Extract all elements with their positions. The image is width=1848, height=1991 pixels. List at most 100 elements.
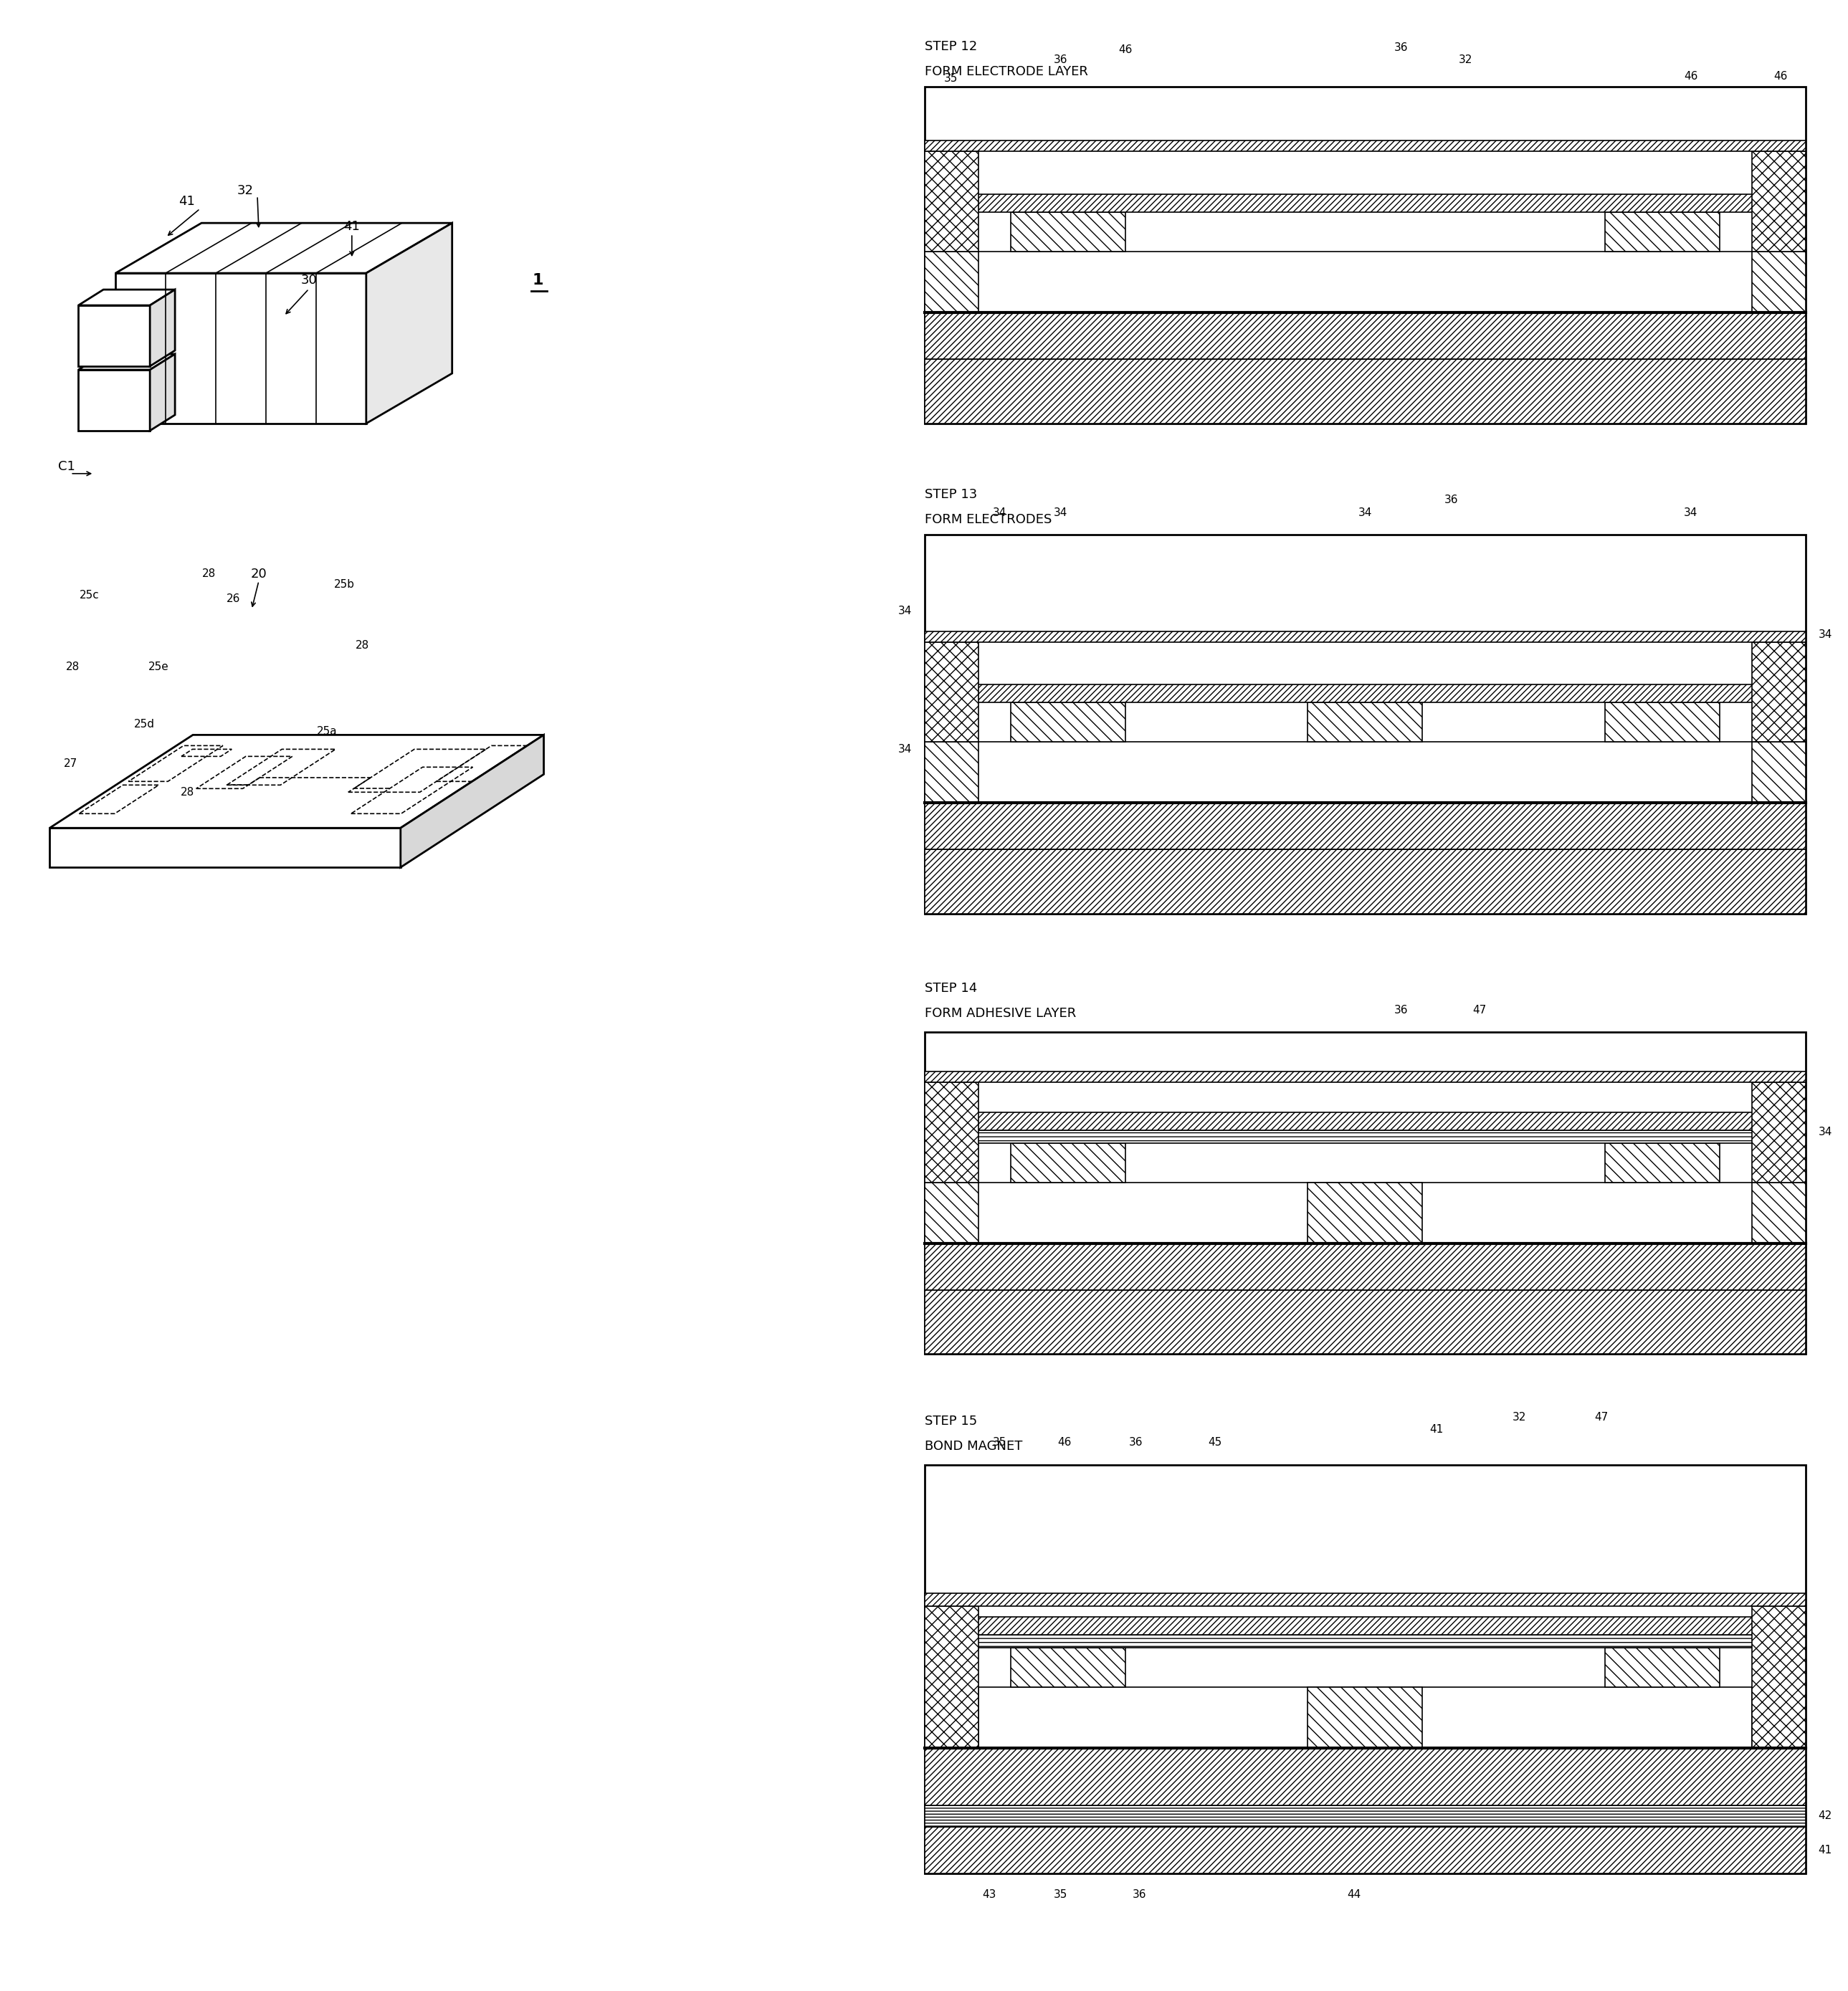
Bar	[924, 1686, 978, 1748]
Bar	[924, 1607, 978, 1748]
Text: 25b: 25b	[334, 579, 355, 589]
Text: 25a: 25a	[316, 727, 336, 737]
Bar	[924, 1748, 1805, 1806]
Bar	[50, 828, 401, 868]
Text: 44: 44	[1347, 1889, 1362, 1899]
Bar	[1604, 703, 1719, 743]
Bar	[924, 1806, 1805, 1826]
Bar	[924, 195, 1805, 213]
Text: 36: 36	[1133, 1889, 1146, 1899]
Polygon shape	[366, 223, 453, 424]
Text: C1: C1	[59, 460, 76, 474]
Bar	[924, 1131, 1805, 1143]
Bar	[924, 802, 1805, 850]
Text: 45: 45	[1209, 1438, 1222, 1447]
Bar	[1604, 213, 1719, 251]
Bar	[924, 1465, 1805, 1874]
Bar	[78, 305, 150, 366]
Text: STEP 12: STEP 12	[924, 40, 978, 54]
Bar	[1011, 703, 1125, 743]
Bar	[1604, 1143, 1719, 1183]
Bar	[924, 251, 978, 313]
Text: 34: 34	[1818, 629, 1831, 639]
Bar	[1308, 1686, 1423, 1748]
Text: 41: 41	[1430, 1424, 1443, 1436]
Text: 25c: 25c	[79, 589, 100, 601]
Bar	[1752, 251, 1805, 313]
Bar	[1011, 213, 1125, 251]
Bar	[924, 743, 1805, 802]
Bar	[924, 1617, 1805, 1635]
Polygon shape	[78, 289, 176, 305]
Bar	[1011, 1143, 1125, 1183]
Text: 35: 35	[992, 1438, 1007, 1447]
Text: 41: 41	[179, 195, 196, 207]
Text: 1: 1	[532, 273, 543, 287]
Text: 34: 34	[1358, 508, 1371, 518]
Bar	[1752, 1183, 1805, 1242]
Bar	[924, 1635, 1805, 1649]
Bar	[924, 534, 1805, 914]
Text: FORM ELECTRODES: FORM ELECTRODES	[924, 514, 1052, 526]
Text: 27: 27	[65, 759, 78, 769]
Text: 25d: 25d	[133, 719, 155, 729]
Text: 41: 41	[1818, 1846, 1831, 1856]
Text: 28: 28	[201, 569, 216, 579]
Bar	[1604, 1649, 1719, 1686]
Text: 35: 35	[944, 74, 957, 84]
Bar	[1011, 1649, 1125, 1686]
Bar	[924, 850, 1805, 914]
Bar	[924, 151, 978, 251]
Bar	[924, 1183, 1805, 1242]
Bar	[924, 1290, 1805, 1354]
Text: 35: 35	[1053, 1889, 1068, 1899]
Text: 32: 32	[237, 185, 253, 197]
Text: 28: 28	[181, 786, 194, 798]
Bar	[924, 685, 1805, 703]
Bar	[1752, 1607, 1805, 1748]
Text: 26: 26	[227, 593, 240, 603]
Text: 46: 46	[1057, 1438, 1072, 1447]
Bar	[924, 1083, 978, 1183]
Text: 36: 36	[1053, 54, 1068, 66]
Text: 30: 30	[301, 275, 318, 287]
Polygon shape	[150, 354, 176, 430]
Bar	[924, 631, 1805, 641]
Bar	[1308, 703, 1423, 743]
Polygon shape	[401, 735, 543, 868]
Bar	[1752, 641, 1805, 743]
Text: 46: 46	[1774, 72, 1787, 82]
Text: 34: 34	[898, 745, 911, 755]
Bar	[116, 273, 366, 424]
Bar	[924, 641, 978, 743]
Bar	[924, 1031, 1805, 1354]
Text: 32: 32	[1512, 1412, 1526, 1422]
Bar	[924, 141, 1805, 151]
Text: FORM ELECTRODE LAYER: FORM ELECTRODE LAYER	[924, 66, 1088, 78]
Text: 28: 28	[355, 639, 370, 651]
Text: 32: 32	[1458, 54, 1473, 66]
Text: 41: 41	[344, 221, 360, 233]
Text: 25e: 25e	[148, 661, 168, 673]
Bar	[924, 1183, 978, 1242]
Bar	[924, 1826, 1805, 1874]
Bar	[1752, 1083, 1805, 1183]
Bar	[1752, 743, 1805, 802]
Text: BOND MAGNET: BOND MAGNET	[924, 1439, 1022, 1453]
Bar	[924, 88, 1805, 424]
Bar	[924, 1593, 1805, 1607]
Bar	[78, 370, 150, 430]
Text: 47: 47	[1595, 1412, 1608, 1422]
Polygon shape	[116, 223, 453, 273]
Bar	[924, 1071, 1805, 1083]
Text: FORM ADHESIVE LAYER: FORM ADHESIVE LAYER	[924, 1007, 1076, 1019]
Bar	[924, 1686, 1805, 1748]
Polygon shape	[50, 735, 543, 828]
Polygon shape	[78, 354, 176, 370]
Text: 36: 36	[1393, 1005, 1408, 1015]
Text: 36: 36	[1129, 1438, 1142, 1447]
Bar	[924, 1113, 1805, 1131]
Text: 34: 34	[992, 508, 1007, 518]
Text: 36: 36	[1443, 494, 1458, 506]
Bar	[1752, 1686, 1805, 1748]
